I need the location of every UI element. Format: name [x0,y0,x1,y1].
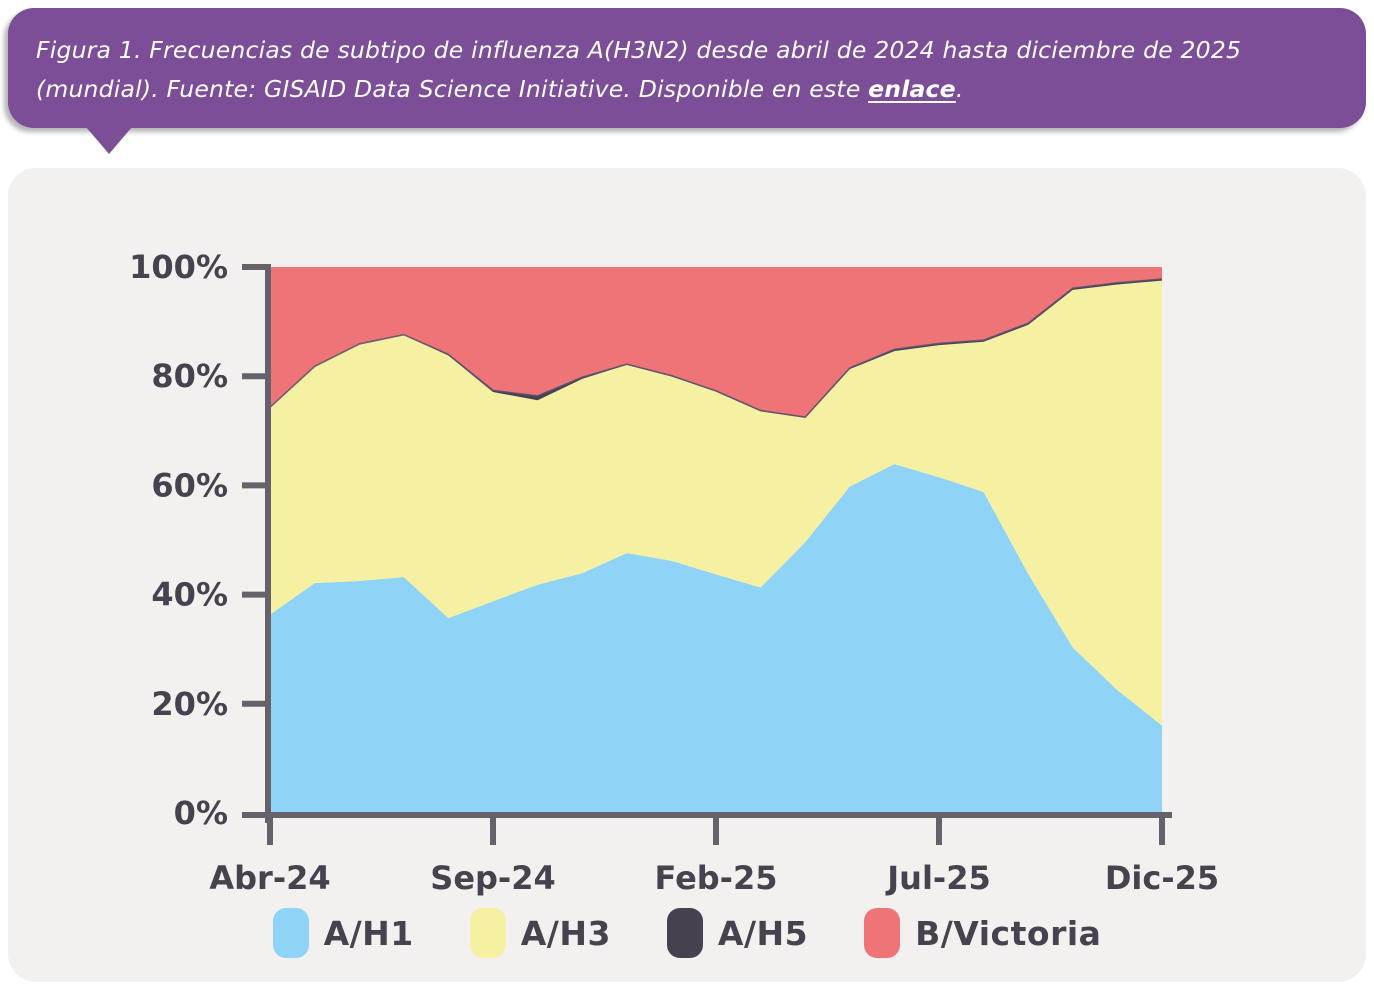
chart-legend: A/H1 A/H3 A/H5 B/Victoria [8,908,1366,958]
figure-caption-callout: Figura 1. Frecuencias de subtipo de infl… [8,8,1366,128]
area-a-h1 [270,464,1162,813]
x-tick-label: Feb-25 [655,859,778,897]
area-a-h3 [270,280,1162,726]
legend-label-ah5: A/H5 [717,913,809,953]
legend-item-ah1: A/H1 [272,908,414,958]
chart-card: 0% 20% 40% 60% 80% 100% Abr-24 Sep-24 Feb-25 Jul-… [8,168,1366,982]
legend-label-ah1: A/H1 [323,913,414,953]
legend-label-bvictoria: B/Victoria [915,913,1102,953]
y-tick-label: 0% [174,794,228,832]
legend-label-ah3: A/H3 [520,913,611,953]
x-tick-label: Dic-25 [1105,859,1219,897]
y-tick-label: 80% [151,357,228,395]
a-h5-boundary-line [269,278,1163,419]
legend-item-bvictoria: B/Victoria [864,908,1101,958]
y-tick-label: 40% [151,576,228,614]
legend-swatch-ah5 [666,908,703,958]
y-tick-label: 100% [129,248,228,286]
x-tick-label: Abr-24 [209,859,330,897]
callout-tail-pointer [86,127,132,154]
legend-swatch-bvictoria [864,908,901,958]
figure-caption: Figura 1. Frecuencias de subtipo de infl… [36,31,1336,109]
y-tick-label: 60% [151,466,228,504]
source-link[interactable]: enlace [868,75,956,103]
y-tick-label: 20% [151,685,228,723]
caption-period: . [955,75,964,103]
x-tick-label: Sep-24 [430,859,555,897]
area-b-victoria [270,267,1162,418]
legend-swatch-ah3 [469,908,506,958]
caption-text: Figura 1. Frecuencias de subtipo de infl… [36,36,1242,103]
stacked-area-chart: 0% 20% 40% 60% 80% 100% Abr-24 Sep-24 Feb-25 Jul-… [129,248,1219,897]
legend-swatch-ah1 [272,908,309,958]
legend-item-ah5: A/H5 [666,908,809,958]
x-tick-label: Jul-25 [885,859,990,897]
legend-item-ah3: A/H3 [469,908,611,958]
